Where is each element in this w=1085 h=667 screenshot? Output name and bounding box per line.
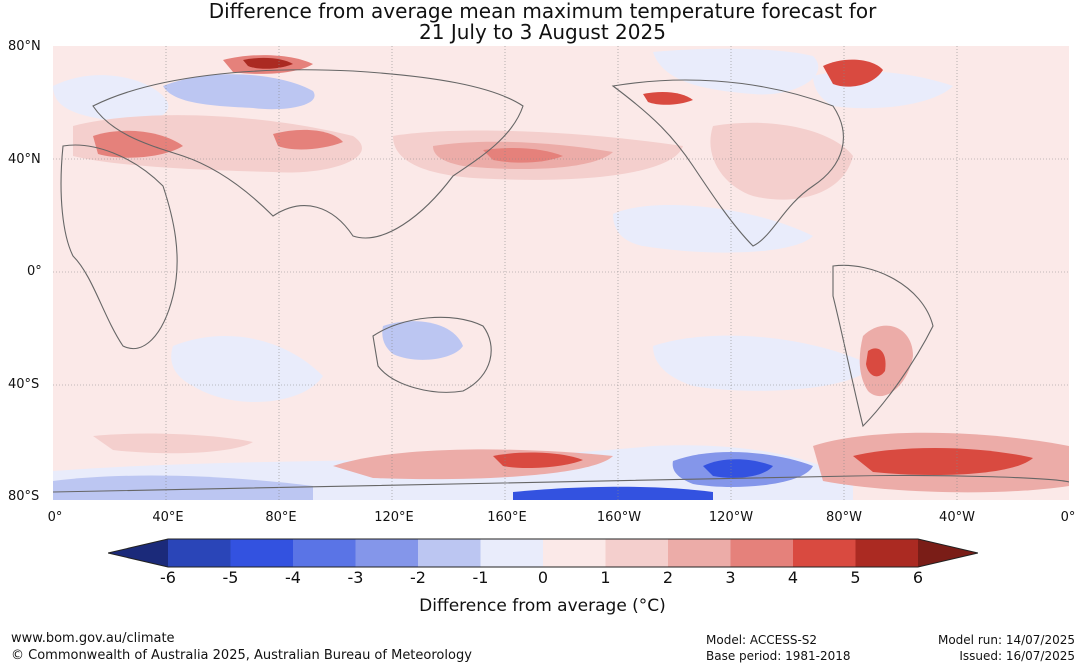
lon-label-40w: 40°W xyxy=(939,510,975,525)
footer-model: Model: ACCESS-S2 xyxy=(706,633,818,647)
colorbar-seg-4 xyxy=(355,539,418,567)
colorbar-tick-m1: -1 xyxy=(472,568,489,587)
colorbar-seg-5 xyxy=(418,539,481,567)
lon-label-120w: 120°W xyxy=(708,510,754,525)
warm-core-south-indian xyxy=(493,452,583,468)
colorbar-seg-8 xyxy=(605,539,668,567)
coastline-south-america xyxy=(832,264,934,428)
cool-patch-antarctic-low xyxy=(53,475,313,500)
cool-patch-indian-ocean xyxy=(171,336,323,403)
lat-label-40n: 40°N xyxy=(8,152,41,167)
colorbar-tick-m4: -4 xyxy=(285,568,301,587)
warm-patch-mongolia xyxy=(273,129,343,150)
lon-label-0-left: 0° xyxy=(47,510,63,525)
chart-title-line2: 21 July to 3 August 2025 xyxy=(419,20,666,44)
colorbar-label: Difference from average (°C) xyxy=(419,596,666,616)
footer-website: www.bom.gov.au/climate xyxy=(11,631,175,646)
footer-model-run: Model run: 14/07/2025 xyxy=(937,633,1075,647)
temperature-anomaly-map xyxy=(53,46,1069,500)
warm-patch-north-america xyxy=(710,122,853,200)
colorbar-tick-2: 2 xyxy=(662,568,674,587)
lon-label-40e: 40°E xyxy=(152,510,184,525)
colorbar-seg-6 xyxy=(480,539,543,567)
lon-label-120e: 120°E xyxy=(374,510,414,525)
warm-patch-central-asia xyxy=(93,130,183,158)
cool-patch-east-pacific xyxy=(613,205,813,253)
colorbar-tick-3: 3 xyxy=(725,568,736,587)
coastline-africa xyxy=(60,144,178,350)
colorbar-tick-m3: -3 xyxy=(347,568,364,587)
lon-label-160w: 160°W xyxy=(596,510,642,525)
warm-core-south-atlantic xyxy=(853,447,1033,476)
colorbar-tick-m5: -5 xyxy=(222,568,239,587)
colorbar-seg-11 xyxy=(793,539,856,567)
cool-patch-arctic-canada xyxy=(653,48,819,95)
warm-patch-greenland xyxy=(823,59,883,87)
colorbar-tick-1: 1 xyxy=(600,568,611,587)
colorbar-right-extension xyxy=(918,539,978,567)
coastline-north-america xyxy=(611,79,844,247)
warm-core-west-siberia xyxy=(243,57,293,69)
cool-strip-antarctica xyxy=(513,486,713,500)
cool-core-ross-sea xyxy=(703,459,773,478)
colorbar-tick-5: 5 xyxy=(850,568,861,587)
colorbar-seg-12 xyxy=(855,539,918,567)
lat-label-80s: 80°S xyxy=(8,489,40,504)
lat-label-equator: 0° xyxy=(27,264,42,279)
cool-patch-australia xyxy=(382,321,463,360)
warm-core-south-america xyxy=(866,348,886,377)
colorbar-tick-m6: -6 xyxy=(160,568,176,587)
cool-patch-siberia xyxy=(163,74,315,110)
colorbar-outline xyxy=(108,538,978,568)
cool-patch-south-pacific xyxy=(653,335,873,391)
colorbar-seg-1 xyxy=(168,539,231,567)
warm-band-eurasia xyxy=(73,115,362,173)
coastlines xyxy=(53,69,1069,493)
colorbar-seg-10 xyxy=(730,539,793,567)
colorbar-tick-0: 0 xyxy=(537,568,549,587)
graticule xyxy=(53,46,1069,500)
colorbar xyxy=(108,538,978,568)
lat-label-40s: 40°S xyxy=(8,377,40,392)
colorbar-seg-3 xyxy=(293,539,356,567)
warm-patch-alaska xyxy=(643,92,693,105)
colorbar-tick-4: 4 xyxy=(787,568,799,587)
footer-issued: Issued: 16/07/2025 xyxy=(959,649,1075,663)
lat-label-80n: 80°N xyxy=(8,39,41,54)
colorbar-seg-9 xyxy=(668,539,731,567)
colorbar-seg-7 xyxy=(543,539,606,567)
warm-patch-south-america xyxy=(859,325,913,397)
chart-title-line1: Difference from average mean maximum tem… xyxy=(208,0,877,23)
anomaly-shading xyxy=(53,48,1069,500)
lon-label-80e: 80°E xyxy=(265,510,297,525)
lon-label-160e: 160°E xyxy=(487,510,527,525)
lon-label-80w: 80°W xyxy=(826,510,862,525)
colorbar-left-extension xyxy=(108,539,168,567)
map-background xyxy=(53,46,1069,500)
colorbar-seg-2 xyxy=(230,539,293,567)
colorbar-tick-m2: -2 xyxy=(410,568,426,587)
coastline-eurasia xyxy=(92,69,524,239)
footer-copyright: © Commonwealth of Australia 2025, Austra… xyxy=(11,648,472,663)
colorbar-tick-6: 6 xyxy=(912,568,924,587)
lon-label-0-right: 0° xyxy=(1060,510,1076,525)
footer-base-period: Base period: 1981-2018 xyxy=(706,649,851,663)
coastline-australia xyxy=(372,316,492,393)
warm-patch-south-africa xyxy=(93,433,253,454)
